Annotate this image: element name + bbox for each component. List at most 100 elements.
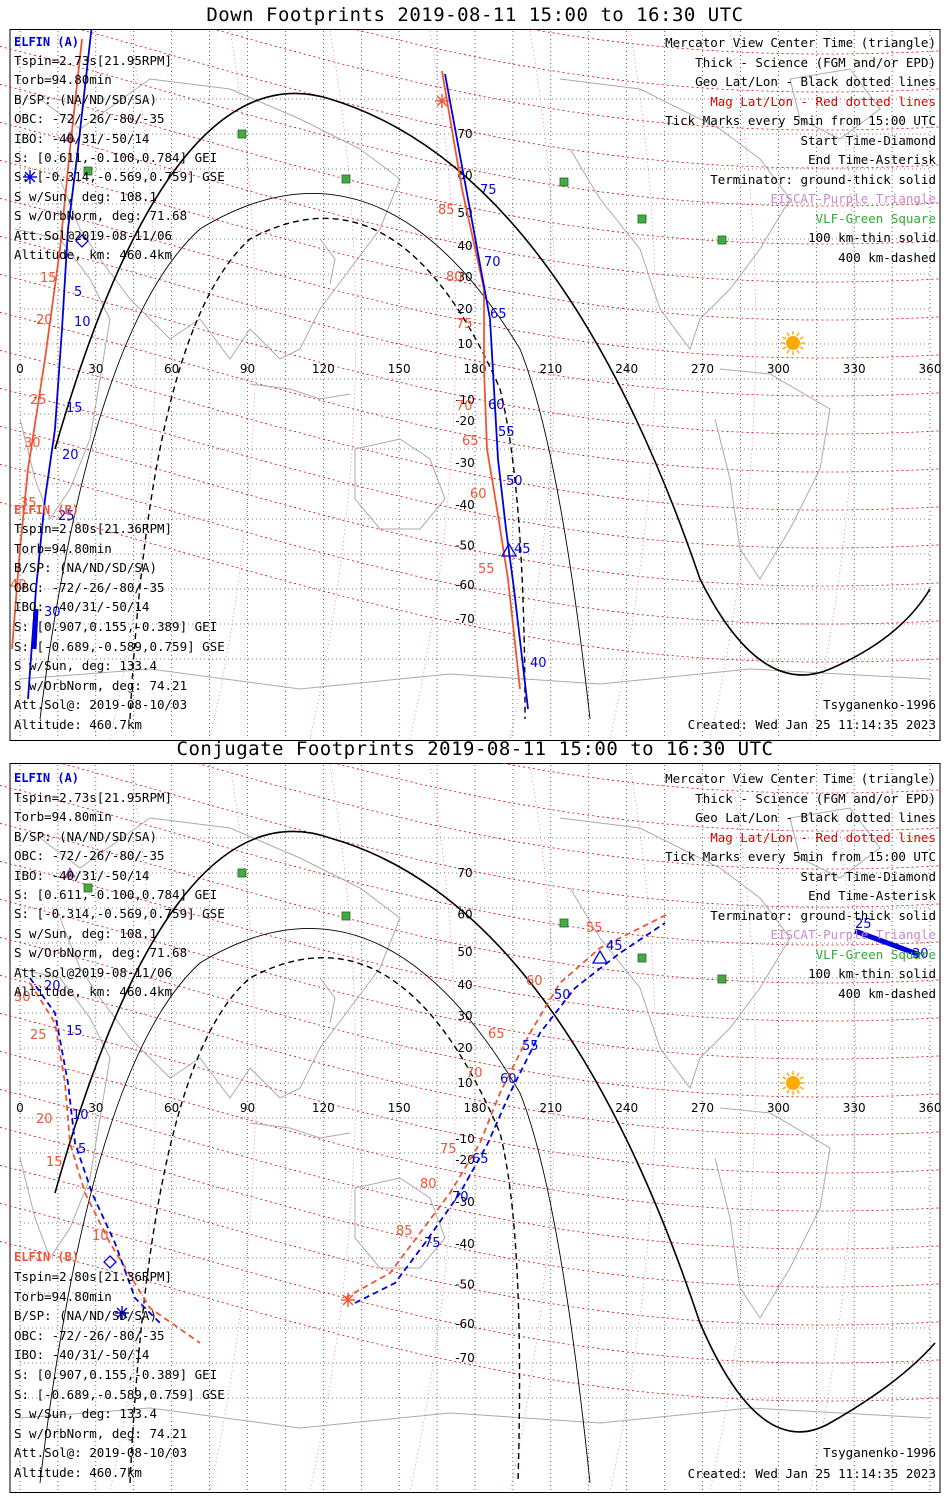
track-time-label: 75 [456, 317, 473, 332]
track-time-label: 25 [30, 1028, 47, 1043]
mag-parallel [194, 763, 941, 870]
bottom-elfin-a-line: Altitude, km: 460.4km [14, 984, 173, 999]
bottom-elfin-b-line: S w/Sun, deg: 133.4 [14, 1406, 157, 1422]
legend-entry: Tick Marks every 5min from 15:00 UTC [665, 113, 936, 128]
lat-tick-label: -50 [455, 538, 475, 552]
track-time-label: 40 [530, 656, 547, 671]
coastline [559, 78, 791, 351]
track-time-label: 80 [420, 1177, 437, 1192]
terminator-ground [54, 830, 936, 1433]
mag-parallel [0, 1127, 941, 1288]
top-elfin-a-line: Altitude, km: 460.4km [14, 247, 173, 262]
track-time-label: 70 [484, 255, 501, 270]
elfin-b-conj-track-2 [344, 912, 671, 1299]
mag-parallel [0, 160, 941, 321]
sun-ray [796, 332, 800, 337]
sun-disk [786, 1076, 800, 1090]
track-time-label: 45 [606, 939, 623, 954]
legend-entry: Thick - Science (FGM and/or EPD) [695, 54, 936, 70]
lat-tick-label: 70 [457, 866, 472, 880]
legend-entry: EISCAT-Purple Triangle [770, 927, 936, 942]
elfin-a-science-conj [854, 928, 921, 958]
end-asterisk-icon [115, 1306, 129, 1320]
bottom-elfin-a-line: S w/Sun, deg: 108.1 [14, 925, 157, 941]
top-elfin-b-line: IBO: -40/31/-50/14 [14, 599, 150, 615]
lon-tick-label: 60 [164, 362, 179, 376]
elfin-a-track-2 [444, 73, 529, 710]
top-elfin-b-line: S w/OrbNorm, deg: 74.21 [14, 677, 188, 693]
lat-tick-label: -20 [455, 1153, 475, 1167]
legend-entry: Mercator View Center Time (triangle) [665, 771, 936, 786]
track-time-label: 10 [72, 1108, 89, 1123]
elfin-a-science [31, 608, 39, 650]
terminator-400km [129, 956, 521, 1484]
center-time-triangle-icon [591, 949, 609, 964]
track-time-label: 20 [62, 448, 79, 463]
vlf-station-icon [717, 974, 727, 984]
end-asterisk-icon [23, 170, 37, 184]
track-time-label: 85 [438, 203, 455, 218]
lat-tick-label: 10 [457, 1076, 472, 1090]
lat-tick-label: -40 [455, 1237, 475, 1251]
sun-ray [786, 349, 790, 354]
coastline [249, 383, 351, 400]
track-time-label: 30 [44, 605, 61, 620]
track-time-label: 25 [58, 509, 75, 524]
elfin-b-track-2 [441, 70, 521, 690]
mag-parallel [0, 1089, 941, 1250]
coastlines [14, 68, 931, 690]
mag-parallel [0, 464, 941, 625]
coastline [789, 807, 881, 879]
track-time-label: 60 [526, 974, 543, 989]
sun-ray [782, 346, 787, 350]
mag-meridian [709, 30, 757, 740]
bottom-elfin-a-line: B/SP: (NA/ND/SD/SA) [14, 828, 157, 844]
legend-entry: Terminator: ground-thick solid [710, 171, 936, 187]
mag-grid [0, 29, 941, 740]
mag-meridian [509, 30, 557, 740]
legend-entry: 100 km-thin solid [808, 966, 936, 981]
track-time-label: 75 [424, 1236, 441, 1251]
top-elfin-b-line: Att.Sol@: 2019-08-10/03 [14, 697, 188, 713]
top-model-label: Tsyganenko-1996 [823, 697, 936, 712]
lat-tick-label: -60 [455, 1317, 475, 1331]
top-elfin-a-name: ELFIN (A) [14, 35, 80, 49]
bottom-elfin-b-line: S: [-0.689,-0.589,0.759] GSE [14, 1386, 225, 1402]
lat-tick-label: 50 [457, 945, 472, 959]
bottom-elfin-a-line: Att.Sol@2019-08-11/06 [14, 964, 173, 980]
mag-parallel [352, 29, 941, 93]
elfin-a-track [27, 29, 93, 700]
bottom-elfin-b-line: OBC: -72/-26/-80/-35 [14, 1327, 165, 1343]
lat-tick-label: -10 [455, 393, 475, 407]
sun-ray [799, 1086, 804, 1090]
track-time-label: 5 [74, 285, 82, 300]
vlf-station-icon [717, 235, 727, 245]
bottom-elfin-b-line: S w/OrbNorm, deg: 74.21 [14, 1425, 188, 1441]
track-time-label: 70 [466, 1066, 483, 1081]
lon-tick-label: 0 [16, 362, 24, 376]
top-map: 0 30 60 90 120 150 180 210 240 270 300 330 360 70 60 50… [0, 29, 941, 741]
track-time-label: 10 [74, 315, 91, 330]
top-elfin-b-line: Tspin=2.80s[21.36RPM] [14, 521, 173, 536]
mag-parallel [0, 350, 941, 511]
mag-parallel [332, 763, 941, 832]
bottom-elfin-a-line: IBO: -40/31/-50/14 [14, 867, 150, 883]
lat-tick-label: 30 [457, 270, 472, 284]
top-elfin-a-line: IBO: -40/31/-50/14 [14, 130, 150, 146]
bottom-elfin-a-line: Tspin=2.73s[21.95RPM] [14, 790, 173, 805]
lon-tick-label: 150 [388, 1101, 411, 1115]
coastline [789, 68, 881, 140]
bottom-elfin-b-line: B/SP: (NA/ND/SD/SA) [14, 1308, 157, 1324]
track-time-label: 20 [44, 979, 61, 994]
bottom-elfin-a-line: S: [0.611,-0.100,0.784] GEI [14, 887, 218, 902]
top-elfin-a-line: Torb=94.80min [14, 72, 112, 88]
lat-tick-label: -30 [455, 456, 475, 470]
lon-tick-label: 30 [88, 1101, 103, 1115]
sun-ray [799, 1076, 804, 1080]
sun-ray [786, 332, 790, 337]
legend-entry: Start Time-Diamond [800, 868, 936, 884]
top-elfin-a-line: S w/OrbNorm, deg: 71.68 [14, 208, 188, 224]
elfin-a-conj-track-2 [354, 922, 666, 1304]
mag-parallel [527, 29, 941, 55]
top-elfin-a-line: S: [0.611,-0.100,0.784] GEI [14, 150, 218, 165]
